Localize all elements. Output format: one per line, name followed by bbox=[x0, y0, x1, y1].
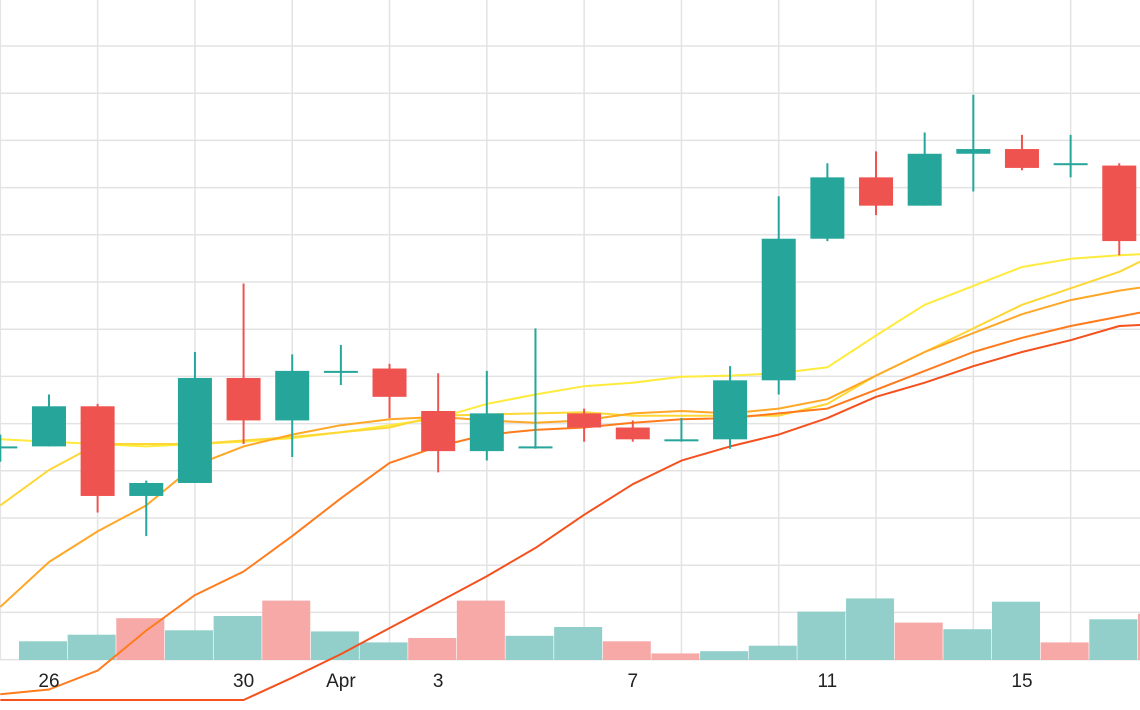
volume-bars bbox=[19, 598, 1140, 660]
volume-bar bbox=[700, 651, 749, 660]
volume-bar bbox=[408, 638, 457, 660]
candles bbox=[0, 94, 1137, 537]
x-tick-label: 7 bbox=[627, 671, 638, 692]
candle-body bbox=[713, 380, 748, 440]
volume-bar bbox=[359, 642, 408, 660]
candle-body bbox=[761, 238, 796, 381]
candle-body bbox=[421, 411, 456, 452]
candle-body bbox=[810, 177, 845, 239]
volume-bar bbox=[992, 601, 1040, 660]
x-tick-label: 3 bbox=[433, 671, 444, 692]
volume-bar bbox=[894, 622, 943, 660]
volume-bar bbox=[262, 600, 311, 660]
volume-bar bbox=[1137, 613, 1140, 660]
candle-body bbox=[80, 406, 115, 496]
candle-body bbox=[859, 177, 894, 206]
candle-body bbox=[323, 370, 358, 373]
candle-body bbox=[469, 413, 504, 452]
volume-bar bbox=[164, 630, 213, 660]
volume-bar bbox=[602, 641, 651, 660]
x-tick-label: Apr bbox=[326, 671, 356, 692]
candle-body bbox=[567, 413, 602, 428]
moving-average-line bbox=[0, 324, 1140, 701]
x-tick-label: 26 bbox=[38, 671, 59, 692]
volume-bar bbox=[505, 635, 554, 660]
candle-body bbox=[177, 377, 212, 483]
candle-body bbox=[907, 153, 942, 206]
volume-bar bbox=[651, 653, 700, 660]
x-axis: 26 30 Apr 3 7 11 15 bbox=[38, 671, 1032, 692]
x-tick-label: 11 bbox=[818, 671, 838, 692]
volume-bar bbox=[213, 616, 262, 660]
candle-body bbox=[372, 368, 407, 397]
candle-body bbox=[956, 149, 991, 154]
volume-bar bbox=[943, 629, 992, 660]
volume-bar bbox=[748, 645, 797, 660]
volume-bar bbox=[116, 618, 165, 660]
candle-body bbox=[31, 406, 66, 447]
candle-body bbox=[1004, 149, 1039, 168]
candle-body bbox=[518, 446, 553, 449]
x-tick-label: 30 bbox=[233, 671, 254, 692]
candle-body bbox=[129, 482, 164, 496]
volume-bar bbox=[846, 598, 895, 660]
volume-bar bbox=[310, 631, 359, 660]
candle-body bbox=[275, 370, 310, 421]
volume-bar bbox=[456, 600, 505, 660]
candle-body bbox=[615, 427, 650, 440]
candle-body bbox=[1102, 165, 1137, 242]
candle-body bbox=[226, 377, 261, 421]
volume-bar bbox=[1089, 619, 1138, 660]
candle-body bbox=[1053, 163, 1088, 166]
volume-bar bbox=[67, 634, 116, 660]
candle-body bbox=[664, 439, 699, 442]
volume-bar bbox=[1040, 642, 1089, 660]
volume-bar bbox=[19, 641, 67, 660]
x-tick-label: 15 bbox=[1011, 671, 1032, 692]
volume-bar bbox=[554, 627, 603, 660]
candle-body bbox=[0, 446, 18, 449]
volume-bar bbox=[797, 611, 846, 660]
